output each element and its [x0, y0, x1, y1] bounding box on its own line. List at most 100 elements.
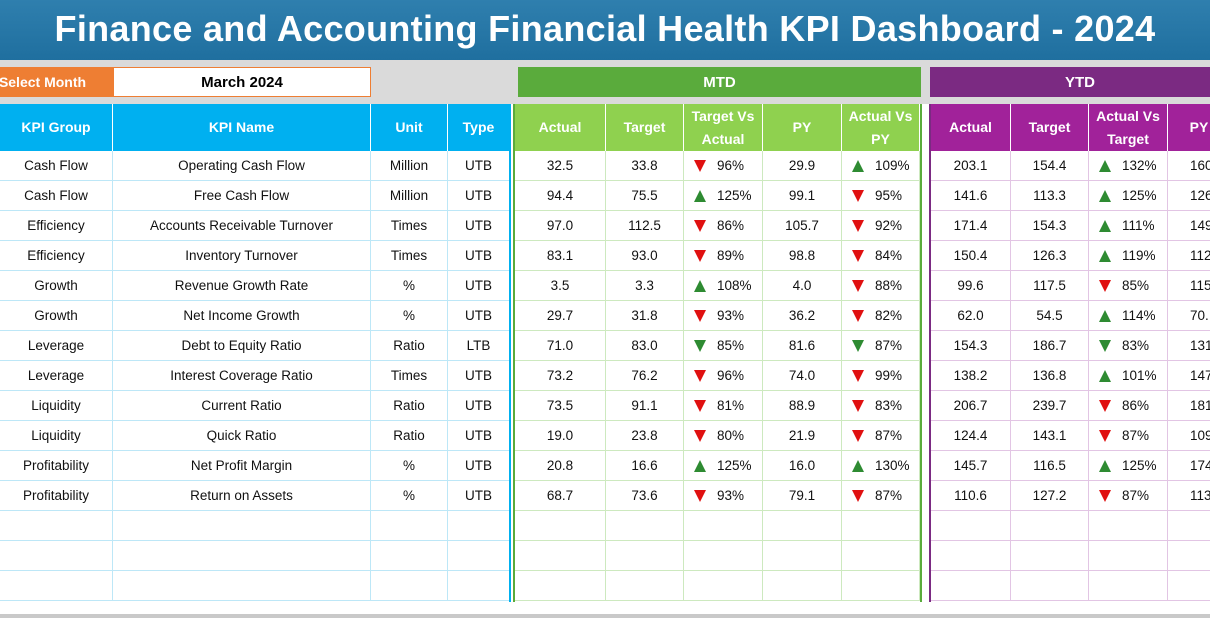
- kpi-group: Profitability: [0, 451, 113, 481]
- kpi-unit: %: [371, 271, 448, 301]
- ytd-row: 150.4 126.3 119% 112: [931, 241, 1210, 271]
- kpi-row: Efficiency Inventory Turnover Times UTB: [0, 241, 510, 271]
- ytd-actual-vs-target-value: 111%: [1122, 218, 1155, 233]
- empty-cell: [1011, 571, 1089, 601]
- empty-cell: [606, 541, 684, 571]
- ytd-row: 154.3 186.7 83% 131: [931, 331, 1210, 361]
- arrow-up-icon: [694, 459, 706, 472]
- ytd-target: 154.3: [1011, 211, 1089, 241]
- mtd-py: 16.0: [763, 451, 842, 481]
- kpi-group: Growth: [0, 301, 113, 331]
- ytd-row: [931, 541, 1210, 571]
- kpi-row: [0, 511, 510, 541]
- empty-cell: [448, 541, 510, 571]
- mtd-row: [515, 511, 920, 541]
- kpi-name: Return on Assets: [113, 481, 371, 511]
- arrow-down-icon: [694, 309, 706, 322]
- empty-cell: [113, 511, 371, 541]
- mtd-target-vs-actual: 86%: [684, 211, 763, 241]
- ytd-actual: 141.6: [931, 181, 1011, 211]
- mtd-py: 29.9: [763, 151, 842, 181]
- ytd-section-label: YTD: [930, 67, 1210, 97]
- ytd-py: 109: [1168, 421, 1210, 451]
- mtd-row: 73.2 76.2 96% 74.0 99%: [515, 361, 920, 391]
- empty-cell: [448, 511, 510, 541]
- mtd-actual-vs-py-value: 87%: [875, 428, 903, 443]
- kpi-row: Cash Flow Operating Cash Flow Million UTB: [0, 151, 510, 181]
- kpi-name: Debt to Equity Ratio: [113, 331, 371, 361]
- empty-cell: [0, 541, 113, 571]
- arrow-up-icon: [1099, 369, 1111, 382]
- mtd-section-label: MTD: [518, 67, 921, 97]
- arrow-down-icon: [1099, 399, 1111, 412]
- arrow-down-icon: [852, 369, 864, 382]
- ytd-py: 181: [1168, 391, 1210, 421]
- empty-cell: [606, 571, 684, 601]
- mtd-target-vs-actual-value: 96%: [717, 368, 745, 383]
- mtd-target-vs-actual: 85%: [684, 331, 763, 361]
- mtd-row: 68.7 73.6 93% 79.1 87%: [515, 481, 920, 511]
- ytd-actual-vs-target: 125%: [1089, 451, 1168, 481]
- arrow-down-icon: [694, 339, 706, 352]
- ytd-actual: 171.4: [931, 211, 1011, 241]
- mtd-actual: 83.1: [515, 241, 606, 271]
- mtd-actual-vs-py: 84%: [842, 241, 920, 271]
- mtd-actual: 32.5: [515, 151, 606, 181]
- kpi-header-1: KPI Name: [113, 104, 371, 151]
- kpi-type: UTB: [448, 391, 510, 421]
- empty-cell: [515, 541, 606, 571]
- mtd-target-vs-actual: 80%: [684, 421, 763, 451]
- mtd-target-vs-actual-value: 86%: [717, 218, 745, 233]
- ytd-py: 113: [1168, 481, 1210, 511]
- ytd-actual-vs-target: 83%: [1089, 331, 1168, 361]
- ytd-actual-vs-target: 111%: [1089, 211, 1168, 241]
- kpi-row: Liquidity Quick Ratio Ratio UTB: [0, 421, 510, 451]
- mtd-actual: 73.2: [515, 361, 606, 391]
- ytd-row: [931, 571, 1210, 601]
- ytd-actual-vs-target: 132%: [1089, 151, 1168, 181]
- arrow-down-icon: [852, 429, 864, 442]
- ytd-actual-vs-target-value: 87%: [1122, 428, 1150, 443]
- ytd-actual-vs-target: 87%: [1089, 481, 1168, 511]
- mtd-actual-vs-py-value: 130%: [875, 458, 910, 473]
- select-month-label: Select Month: [0, 67, 113, 97]
- ytd-actual-vs-target: 86%: [1089, 391, 1168, 421]
- mtd-py: 99.1: [763, 181, 842, 211]
- mtd-header-row: Actual Target Target Vs Actual PY Actual Vs …: [515, 104, 920, 151]
- empty-cell: [113, 571, 371, 601]
- kpi-group: Cash Flow: [0, 181, 113, 211]
- kpi-row: [0, 571, 510, 601]
- kpi-unit: Million: [371, 151, 448, 181]
- mtd-py: 81.6: [763, 331, 842, 361]
- mtd-row: 20.8 16.6 125% 16.0 130%: [515, 451, 920, 481]
- ytd-py: 112: [1168, 241, 1210, 271]
- kpi-name: Revenue Growth Rate: [113, 271, 371, 301]
- mtd-actual: 20.8: [515, 451, 606, 481]
- ytd-header-0: Actual: [931, 104, 1011, 151]
- ytd-row: 171.4 154.3 111% 149: [931, 211, 1210, 241]
- mtd-target-vs-actual: 81%: [684, 391, 763, 421]
- kpi-name: Inventory Turnover: [113, 241, 371, 271]
- mtd-target-vs-actual-value: 108%: [717, 278, 752, 293]
- ytd-row: 206.7 239.7 86% 181: [931, 391, 1210, 421]
- mtd-row: 73.5 91.1 81% 88.9 83%: [515, 391, 920, 421]
- kpi-unit: Ratio: [371, 391, 448, 421]
- kpi-group: Cash Flow: [0, 151, 113, 181]
- ytd-target: 136.8: [1011, 361, 1089, 391]
- kpi-row: Growth Net Income Growth% UTB: [0, 301, 510, 331]
- kpi-unit: Million: [371, 181, 448, 211]
- mtd-actual: 71.0: [515, 331, 606, 361]
- kpi-unit: %: [371, 481, 448, 511]
- select-month-dropdown[interactable]: March 2024: [113, 67, 371, 97]
- arrow-down-icon: [694, 219, 706, 232]
- arrow-up-icon: [1099, 189, 1111, 202]
- kpi-unit: Times: [371, 211, 448, 241]
- empty-cell: [842, 571, 920, 601]
- empty-cell: [931, 511, 1011, 541]
- ytd-actual-vs-target-value: 119%: [1122, 248, 1156, 263]
- ytd-actual: 138.2: [931, 361, 1011, 391]
- kpi-type: UTB: [448, 241, 510, 271]
- dashboard-title: Finance and Accounting Financial Health …: [54, 8, 1156, 49]
- kpi-row: Growth Revenue Growth Rate% UTB: [0, 271, 510, 301]
- ytd-target: 117.5: [1011, 271, 1089, 301]
